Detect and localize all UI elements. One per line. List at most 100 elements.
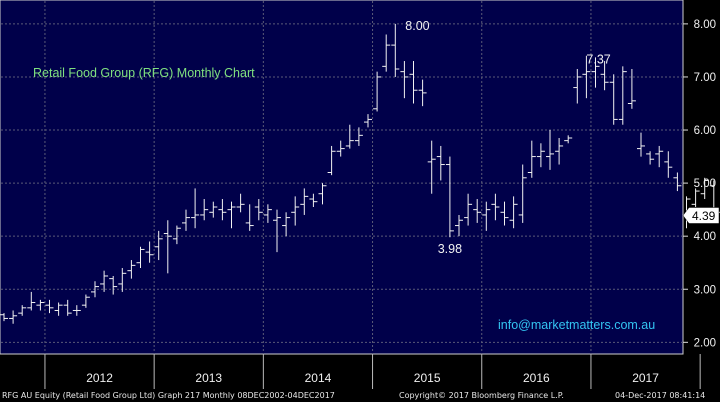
footer-bar: RFG AU Equity (Retail Food Group Ltd) Gr… xyxy=(0,389,720,402)
footer-timestamp: 04-Dec-2017 08:41:14 xyxy=(615,391,706,400)
last-price-label: 4.39 xyxy=(692,209,716,223)
ohlc-bar xyxy=(364,114,372,128)
ohlc-bar xyxy=(464,193,473,226)
ohlc-bar xyxy=(218,199,227,221)
ohlc-bar xyxy=(273,209,281,253)
ohlc-bar xyxy=(600,61,609,91)
ohlc-bar xyxy=(0,313,8,322)
price-annotation: 7.37 xyxy=(586,52,610,66)
ohlc-bar xyxy=(109,275,118,295)
ohlc-bar xyxy=(182,209,190,231)
ohlc-bar xyxy=(63,299,72,316)
ohlc-bar xyxy=(100,270,109,292)
last-price-tag: 4.39 xyxy=(682,207,720,224)
ohlc-bar xyxy=(582,55,591,99)
price-chart: 2.00 3.00 4.00 5.00 6.00 7.00 8.00 2012 2013 2014… xyxy=(0,0,720,389)
ohlc-bar xyxy=(491,193,500,221)
x-year-label: 2017 xyxy=(632,371,659,385)
ohlc-bar xyxy=(473,199,482,223)
ohlc-bar xyxy=(145,241,154,263)
ohlc-bar xyxy=(418,79,427,107)
ohlc-bar xyxy=(509,196,518,229)
ohlc-bar xyxy=(36,299,45,311)
ohlc-bar xyxy=(45,299,54,314)
ohlc-bar xyxy=(445,156,454,238)
ohlc-bar xyxy=(400,61,409,99)
ohlc-bar xyxy=(118,268,127,292)
ohlc-bar xyxy=(236,193,245,213)
ohlc-bar xyxy=(200,199,209,221)
y-tick-label: 8.00 xyxy=(694,19,716,31)
ohlc-bar xyxy=(136,246,145,269)
ohlc-bar xyxy=(527,140,536,178)
ohlc-bar xyxy=(18,305,27,316)
ohlc-bar xyxy=(282,212,291,237)
footer-security-info: RFG AU Equity (Retail Food Group Ltd) Gr… xyxy=(2,391,335,400)
ohlc-bar xyxy=(691,188,700,207)
ohlc-bar xyxy=(564,135,573,144)
y-tick-label: 6.00 xyxy=(694,125,716,137)
ohlc-bar xyxy=(127,260,136,279)
price-annotation: 3.98 xyxy=(438,242,462,256)
ohlc-bar xyxy=(536,143,545,168)
ohlc-bar xyxy=(637,132,645,157)
ohlc-bar xyxy=(591,57,600,88)
ohlc-bar xyxy=(700,177,709,200)
ohlc-bar xyxy=(54,302,63,316)
ohlc-bar xyxy=(172,225,181,245)
ohlc-bar xyxy=(309,193,318,207)
x-year-label: 2012 xyxy=(86,371,113,385)
ohlc-bar xyxy=(263,204,272,223)
ohlc-bar xyxy=(409,61,418,104)
ohlc-bar xyxy=(664,151,673,178)
ohlc-bar xyxy=(209,201,218,218)
x-year-label: 2016 xyxy=(523,371,550,385)
chart-title: Retail Food Group (RFG) Monthly Chart xyxy=(33,66,255,80)
ohlc-bar xyxy=(27,291,36,311)
y-tick-label: 2.00 xyxy=(694,337,716,349)
ohlc-bar xyxy=(627,68,636,109)
ohlc-bar xyxy=(154,230,163,261)
ohlc-bar xyxy=(573,68,582,104)
ohlc-bar xyxy=(382,34,391,72)
ohlc-bar xyxy=(391,23,400,77)
ohlc-bar xyxy=(336,140,345,157)
ohlc-bar xyxy=(327,145,336,176)
ohlc-bar xyxy=(482,201,491,231)
ohlc-bar xyxy=(546,130,554,170)
ohlc-bar xyxy=(191,188,200,229)
ohlc-bar xyxy=(500,201,509,226)
footer-copyright: Copyright© 2017 Bloomberg Finance L.P. xyxy=(399,391,564,400)
ohlc-bar xyxy=(609,74,618,125)
y-tick-label: 4.00 xyxy=(694,231,716,243)
x-year-label: 2014 xyxy=(305,371,332,385)
x-year-label: 2015 xyxy=(414,371,441,385)
ohlc-bar xyxy=(646,151,655,165)
ohlc-bar xyxy=(345,124,354,149)
x-year-label: 2013 xyxy=(195,371,222,385)
ohlc-bar xyxy=(373,71,382,112)
ohlc-bar xyxy=(655,145,664,168)
ohlc-bar xyxy=(555,137,564,165)
ohlc-bar xyxy=(455,214,463,237)
ohlc-bar xyxy=(72,305,81,316)
ohlc-bar xyxy=(163,220,172,274)
ohlc-bar xyxy=(254,199,263,221)
y-tick-label: 3.00 xyxy=(694,284,716,296)
ohlc-bar xyxy=(427,140,436,194)
ohlc-bar xyxy=(291,196,300,226)
plot-area xyxy=(0,0,684,355)
ohlc-bar xyxy=(354,127,363,146)
price-annotation: 8.00 xyxy=(405,19,429,33)
ohlc-bar xyxy=(300,188,309,215)
watermark-email: info@marketmatters.com.au xyxy=(498,318,655,332)
ohlc-bar xyxy=(518,164,527,223)
ohlc-bar xyxy=(618,66,627,125)
ohlc-bar xyxy=(91,281,99,298)
y-tick-label: 7.00 xyxy=(694,72,716,84)
ohlc-bar xyxy=(9,310,18,324)
ohlc-bar xyxy=(227,201,236,229)
ohlc-bar xyxy=(673,172,682,192)
ohlc-bar xyxy=(81,294,90,308)
